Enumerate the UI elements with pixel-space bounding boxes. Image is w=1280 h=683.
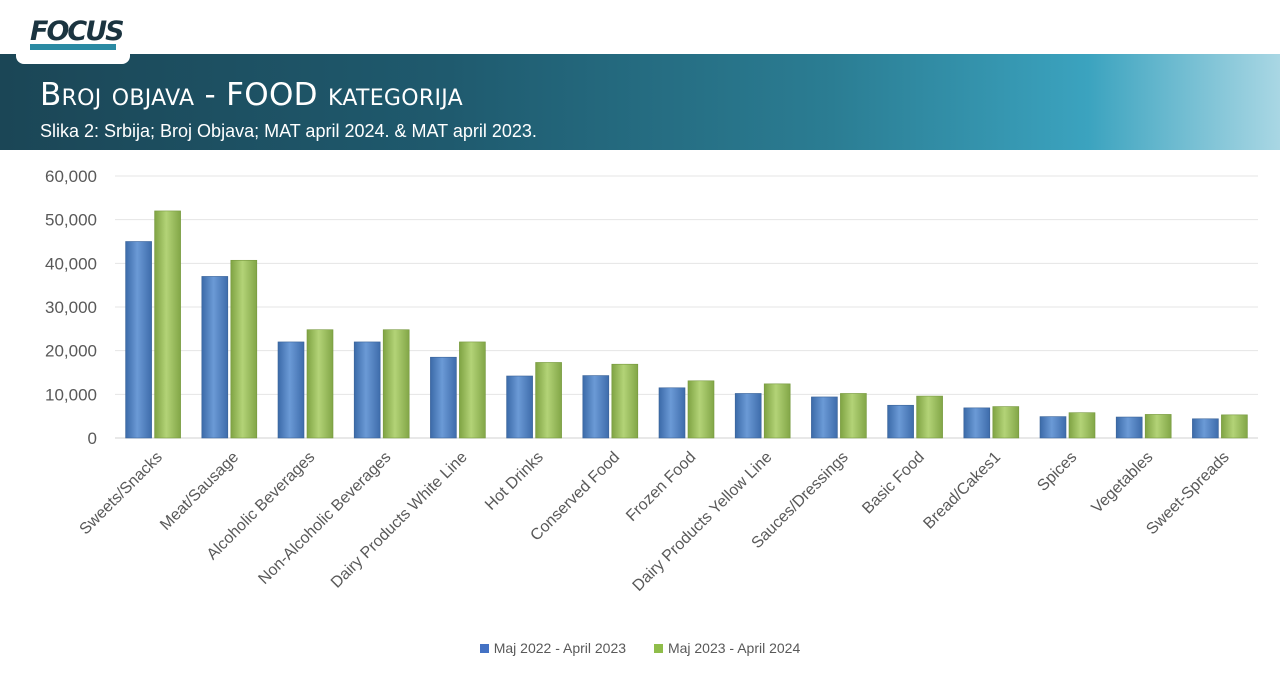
bar-series-2 <box>1144 414 1172 439</box>
x-category-label: Hot Drinks <box>482 449 547 514</box>
legend-item-series-2: Maj 2023 - April 2024 <box>653 640 801 656</box>
bar-series-2 <box>459 341 486 439</box>
x-category-label: Basic Food <box>859 449 928 518</box>
bar-series-2 <box>763 383 791 439</box>
bar-series-2 <box>916 395 943 439</box>
y-tick-label: 20,000 <box>45 342 97 361</box>
bar-series-2 <box>382 329 410 439</box>
bar-series-2 <box>992 406 1020 439</box>
bar-series-2 <box>687 380 715 439</box>
y-tick-label: 30,000 <box>45 298 97 317</box>
bar-series-1 <box>277 341 305 439</box>
bar-series-1 <box>734 393 762 439</box>
bar-series-1 <box>201 276 229 439</box>
y-tick-label: 50,000 <box>45 211 97 230</box>
bar-series-1 <box>506 375 533 439</box>
y-axis: 0 10,000 20,000 30,000 40,000 50,000 60,000 <box>45 167 97 448</box>
bar-series-1 <box>430 356 457 439</box>
page-title: Broj objava - FOOD kategorija <box>40 77 464 113</box>
bar-series-1 <box>1115 416 1143 439</box>
y-tick-label: 40,000 <box>45 254 97 273</box>
x-category-label: Dairy Products Yellow Line <box>630 449 776 595</box>
x-category-label: Dairy Products White Line <box>328 449 471 592</box>
bar-series-1 <box>811 396 838 439</box>
x-category-label: Vegetables <box>1089 449 1157 517</box>
bars <box>125 210 1248 439</box>
bar-series-2 <box>230 259 258 439</box>
legend-label-series-1: Maj 2022 - April 2023 <box>493 640 627 656</box>
y-tick-label: 0 <box>88 429 97 448</box>
logo-underline <box>30 44 116 50</box>
legend: Maj 2022 - April 2023 Maj 2023 - April 2… <box>0 640 1280 656</box>
x-category-label: Sweets/Snacks <box>77 449 166 538</box>
x-category-label: Meat/Sausage <box>157 449 242 534</box>
logo: FOCUS <box>16 0 130 64</box>
bar-series-2 <box>535 362 562 439</box>
bar-series-1 <box>887 404 914 439</box>
bar-series-2 <box>306 329 334 439</box>
x-category-label: Spices <box>1034 449 1080 495</box>
header-band: Broj objava - FOOD kategorija Slika 2: S… <box>0 54 1280 150</box>
bar-series-2 <box>1068 412 1096 439</box>
bar-series-1 <box>658 387 686 439</box>
page-subtitle: Slika 2: Srbija; Broj Objava; MAT april … <box>40 121 537 141</box>
bar-series-1 <box>1192 418 1219 439</box>
bar-series-2 <box>1221 414 1248 439</box>
gridlines <box>115 175 1258 439</box>
bar-series-1 <box>582 375 610 439</box>
y-tick-label: 60,000 <box>45 167 97 186</box>
legend-label-series-2: Maj 2023 - April 2024 <box>667 640 801 656</box>
x-category-label: Non-Alcoholic Beverages <box>255 449 394 588</box>
bar-series-2 <box>154 210 181 439</box>
bar-series-1 <box>1039 416 1067 439</box>
bar-series-1 <box>125 241 152 439</box>
bar-series-2 <box>611 363 639 439</box>
legend-swatch-series-2 <box>653 643 663 653</box>
logo-text: FOCUS <box>30 16 125 47</box>
bar-series-1 <box>353 341 381 439</box>
legend-swatch-series-1 <box>479 643 489 653</box>
x-category-label: Bread/Cakes1 <box>920 449 1004 533</box>
x-category-label: Frozen Food <box>623 449 699 525</box>
y-tick-label: 10,000 <box>45 385 97 404</box>
legend-item-series-1: Maj 2022 - April 2023 <box>479 640 627 656</box>
bar-series-1 <box>963 407 991 439</box>
bar-series-2 <box>840 393 867 439</box>
x-category-label: Sweet-Spreads <box>1143 449 1232 538</box>
